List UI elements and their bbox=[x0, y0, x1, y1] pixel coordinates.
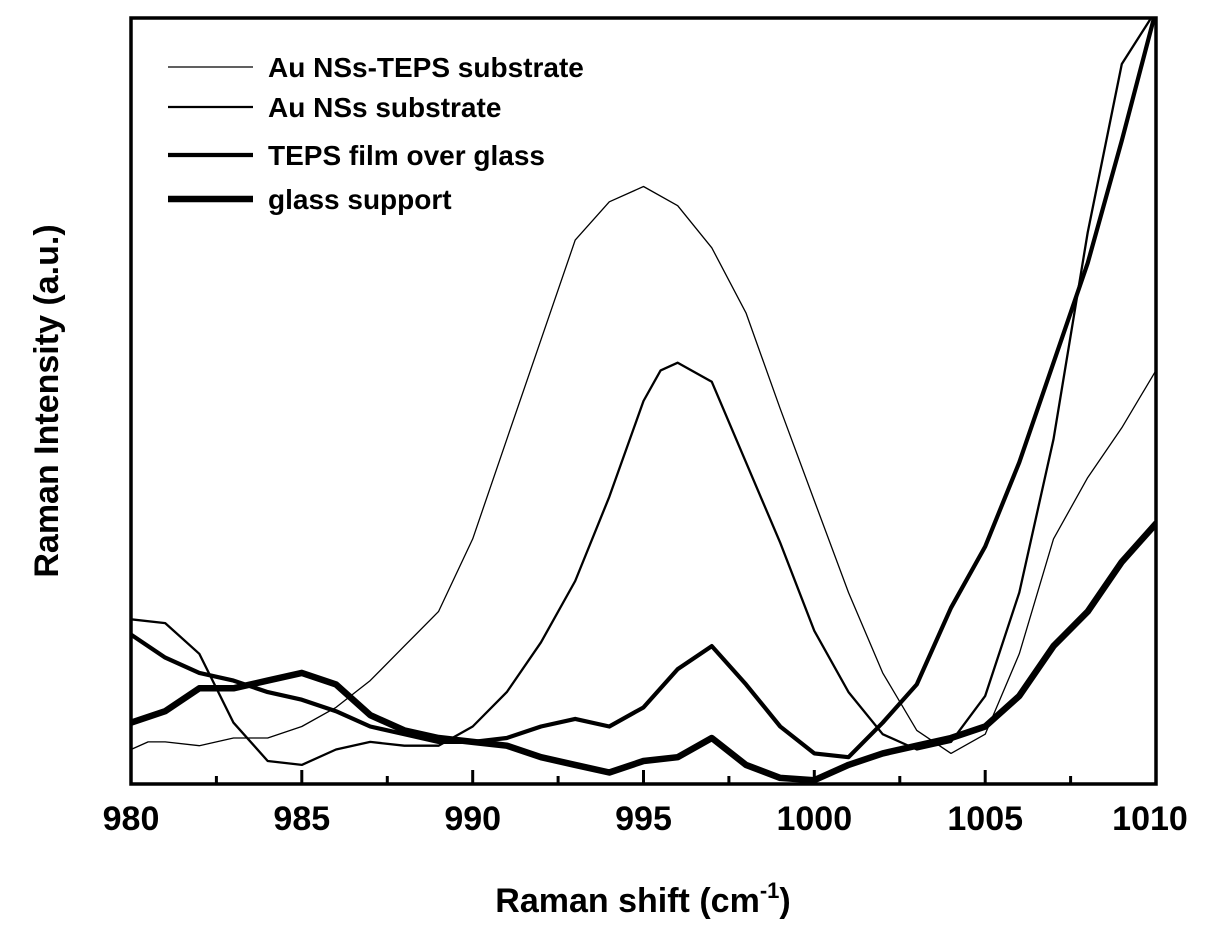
x-axis-title-unit-sup: -1 bbox=[760, 878, 780, 903]
x-tick-label-985: 985 bbox=[273, 800, 330, 838]
legend-label-teps-film: TEPS film over glass bbox=[268, 140, 545, 171]
legend-label-glass-support: glass support bbox=[268, 184, 452, 215]
x-tick-label-1005: 1005 bbox=[947, 800, 1023, 838]
series-line-au-nss-substrate bbox=[131, 18, 1153, 767]
x-tick-label-980: 980 bbox=[103, 800, 160, 838]
x-tick-labels: 980 985 990 995 1000 1005 1010 bbox=[103, 800, 1188, 838]
legend-label-au-nss: Au NSs substrate bbox=[268, 92, 501, 123]
x-axis-title-main: Raman shift bbox=[495, 882, 699, 920]
series-line-teps-film-over-glass bbox=[131, 18, 1156, 760]
series-line-glass-support bbox=[131, 520, 1156, 784]
x-axis-title-unit-close: ) bbox=[779, 882, 790, 920]
x-axis-title-unit-open: (cm bbox=[699, 882, 759, 920]
legend-label-au-nss-teps: Au NSs-TEPS substrate bbox=[268, 52, 584, 83]
x-tick-label-1010: 1010 bbox=[1112, 800, 1188, 838]
series-layer bbox=[131, 18, 1156, 784]
x-tick-label-990: 990 bbox=[444, 800, 501, 838]
legend: Au NSs-TEPS substrate Au NSs substrate T… bbox=[168, 52, 584, 215]
x-axis-title: Raman shift (cm-1) bbox=[495, 878, 790, 920]
tick-layer bbox=[129, 770, 1158, 784]
x-tick-label-1000: 1000 bbox=[776, 800, 852, 838]
x-tick-label-995: 995 bbox=[615, 800, 672, 838]
series-line-au-nss-teps-substrate bbox=[131, 185, 1156, 755]
y-axis-title: Raman Intensity (a.u.) bbox=[28, 224, 66, 577]
